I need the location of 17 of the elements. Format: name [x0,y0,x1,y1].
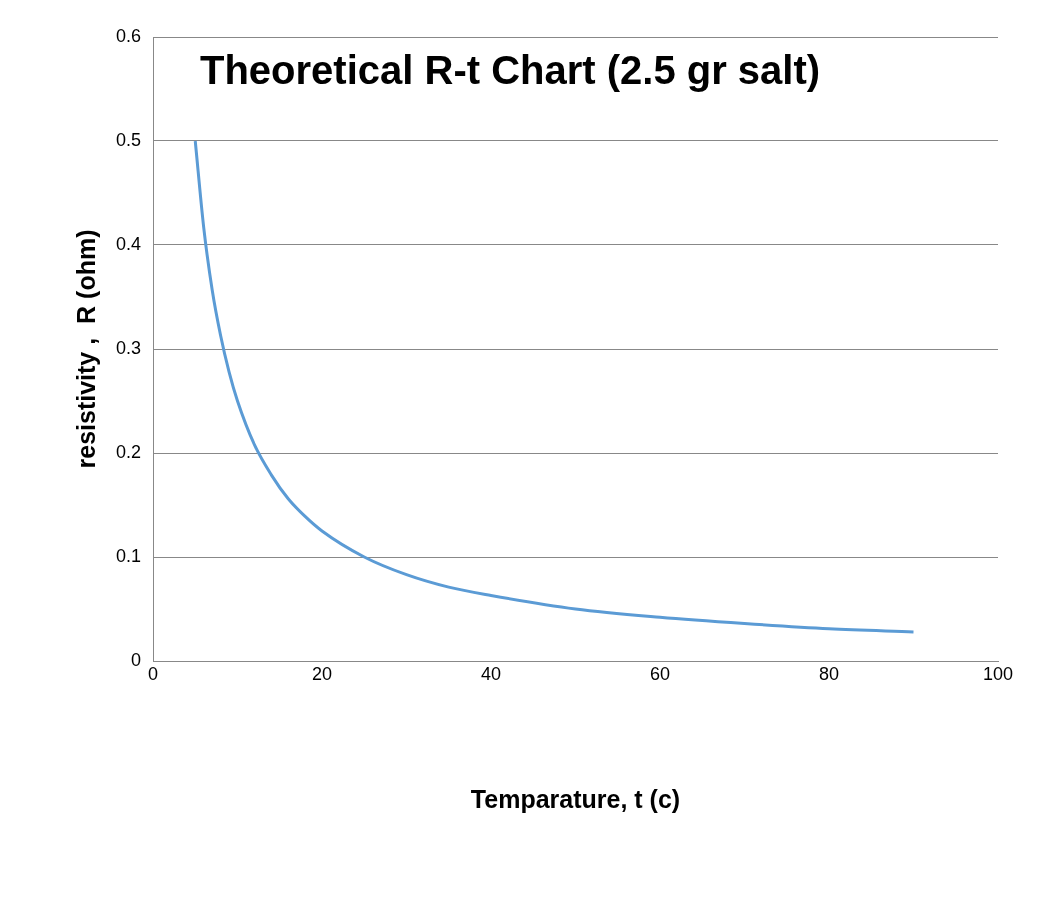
x-tick-label: 100 [982,663,1014,684]
y-tick-label: 0.1 [115,545,141,566]
y-tick-label: 0.6 [115,25,141,46]
y-tick-label: 0.5 [115,129,141,150]
line-series [193,139,915,634]
x-tick-label: 40 [480,663,502,684]
x-tick-label: 80 [818,663,840,684]
y-tick-label: 0.3 [115,337,141,358]
y-tick-label: 0 [130,649,141,670]
x-tick-label: 0 [147,663,159,684]
y-tick-label: 0.4 [115,233,141,254]
y-tick-label: 0.2 [115,441,141,462]
chart-title: Theoretical R-t Chart (2.5 gr salt) [200,48,821,93]
x-tick-label: 60 [649,663,671,684]
x-tick-label: 20 [311,663,333,684]
y-axis-title: resistivity , R (ohm) [71,229,100,469]
x-axis-title: Temparature, t (c) [470,784,681,813]
